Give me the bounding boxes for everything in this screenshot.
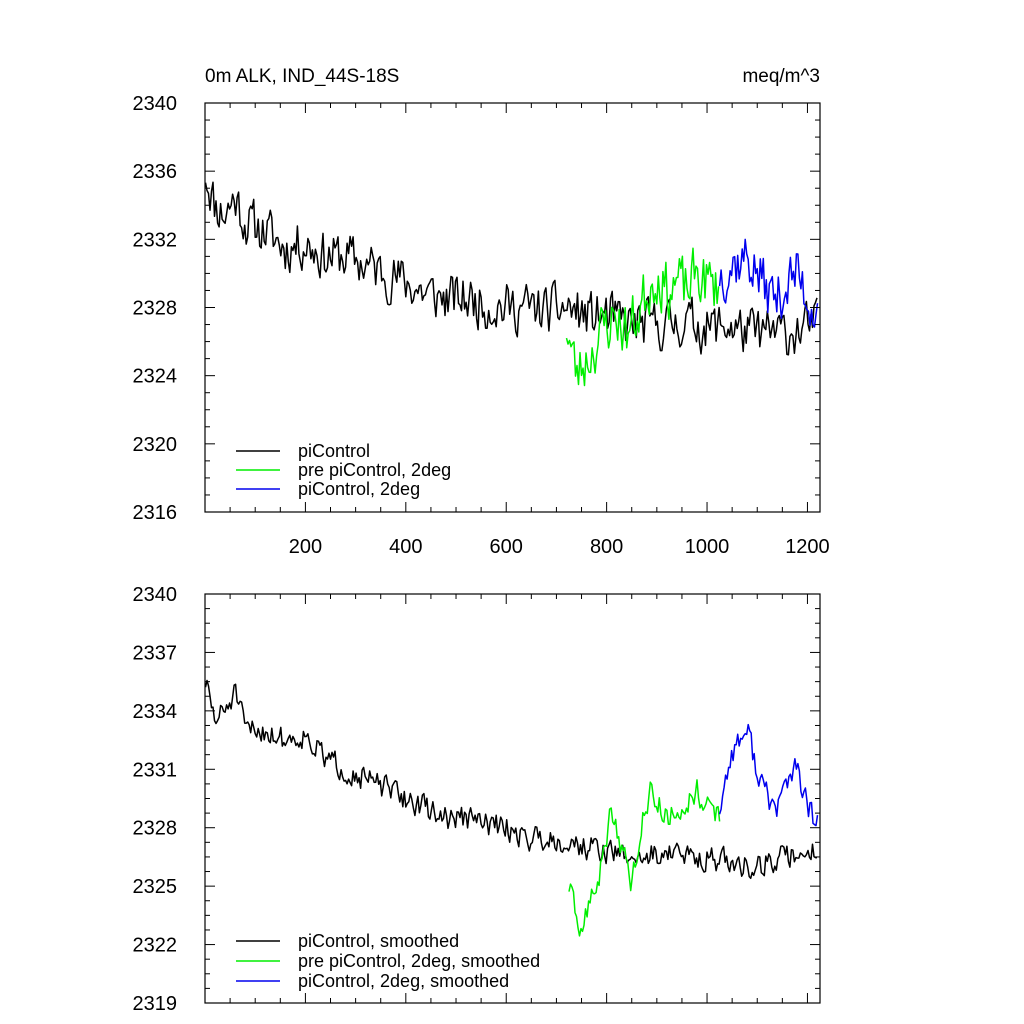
units-label: meq/m^3 [742,66,820,87]
x-tick-label: 800 [590,536,623,558]
legend-label: piControl, smoothed [298,931,459,951]
x-tick-label: 1200 [785,536,830,558]
y-tick-label: 2325 [133,876,178,898]
y-tick-label: 2336 [133,161,178,183]
y-tick-label: 2319 [133,993,178,1015]
series-line-1 [204,181,818,356]
series-line-1 [204,679,818,880]
series-line-3 [718,723,819,827]
y-axis-ticks [205,593,820,1004]
y-tick-label: 2334 [133,701,178,723]
chart-title: 0m ALK, IND_44S-18S [205,66,399,87]
series-line-2 [565,247,720,387]
y-tick-label: 2324 [133,366,178,388]
x-tick-label: 400 [389,536,422,558]
top-panel: 200 400 600 800 1000 1200 2316 2320 2324 2328 2332… [133,66,830,558]
legend-label: piControl, 2deg, smoothed [298,971,509,991]
series-line-2 [568,779,721,937]
bottom-panel: 2319 2322 2325 2328 2331 2334 2337 2340 piContro… [133,584,821,1015]
legend-label: piControl [298,441,370,461]
y-tick-label: 2331 [133,759,178,781]
legend-label: piControl, 2deg [298,479,420,499]
series-line-3 [718,238,819,328]
y-tick-label: 2340 [133,584,178,606]
x-tick-label: 600 [490,536,523,558]
y-tick-label: 2328 [133,298,178,320]
y-tick-label: 2328 [133,818,178,840]
y-axis-ticks [205,102,820,513]
x-axis-ticks [229,103,808,512]
legend-label: pre piControl, 2deg, smoothed [298,951,540,971]
y-tick-label: 2332 [133,229,178,251]
y-tick-label: 2320 [133,434,178,456]
y-tick-label: 2316 [133,502,178,524]
y-tick-label: 2322 [133,935,178,957]
x-tick-label: 1000 [685,536,730,558]
y-tick-label: 2337 [133,642,178,664]
x-tick-label: 200 [289,536,322,558]
y-tick-label: 2340 [133,93,178,115]
legend-label: pre piControl, 2deg [298,460,451,480]
x-axis-ticks [229,594,808,1003]
